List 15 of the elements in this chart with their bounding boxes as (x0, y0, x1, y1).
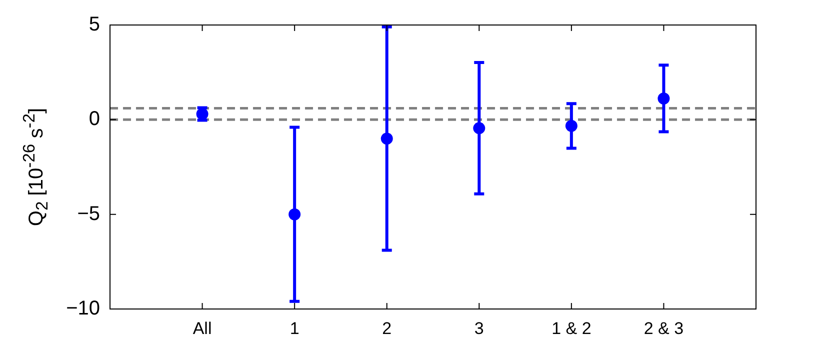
point (658, 92, 670, 104)
x-tick-label: 2 & 3 (644, 318, 684, 338)
x-tick-label: 3 (474, 318, 484, 338)
y-tick-label: 5 (88, 14, 100, 36)
point (473, 122, 486, 134)
x-tick-label: 2 (382, 318, 392, 338)
x-tick-label: 1 & 2 (552, 318, 592, 338)
x-tick-label: 1 (290, 318, 300, 338)
x-tick-label: All (192, 318, 212, 338)
y-tick-label: 0 (88, 108, 100, 130)
point (380, 132, 393, 145)
y-tick-label: −10 (66, 298, 100, 320)
y-tick-label: −5 (77, 202, 100, 225)
point (565, 120, 578, 132)
point (288, 208, 301, 220)
